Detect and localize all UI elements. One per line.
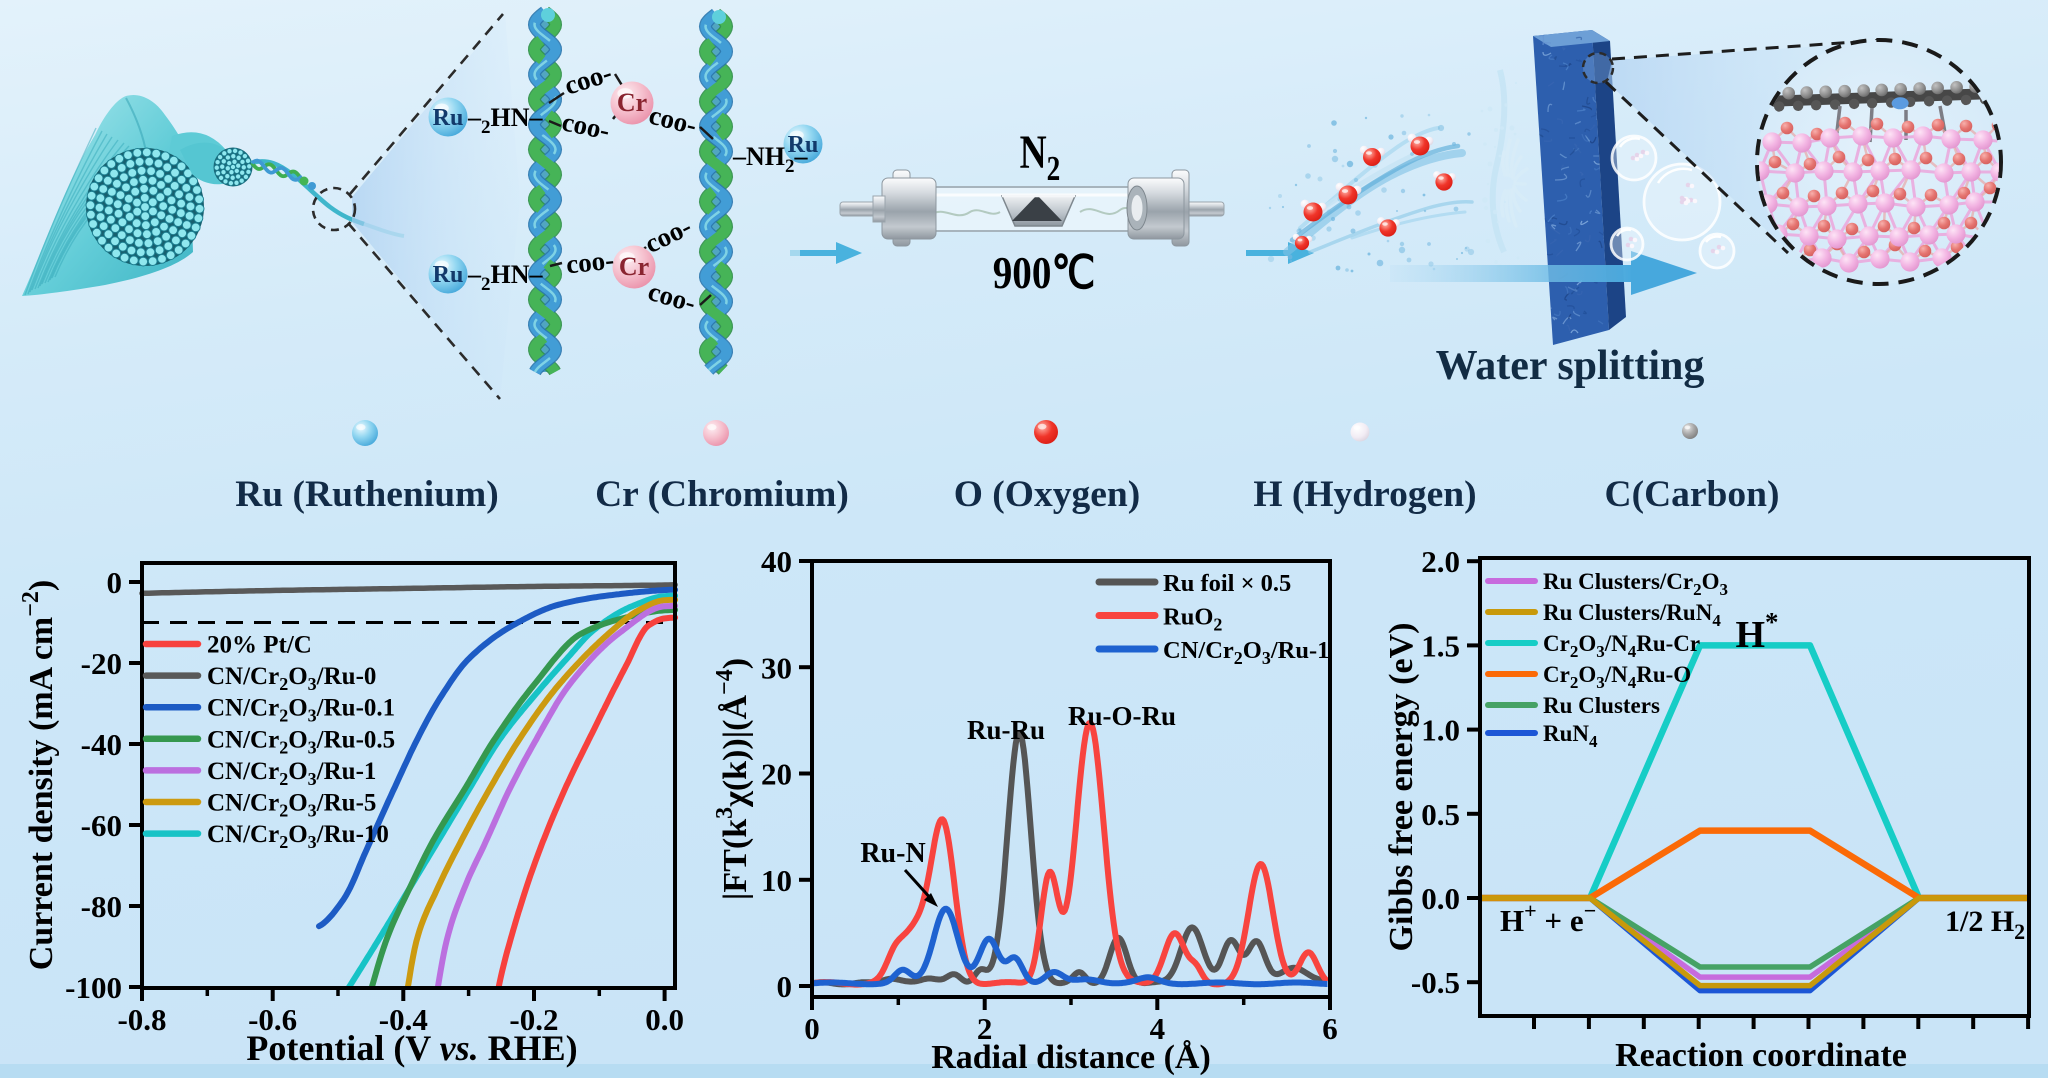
svg-text:–2HN–: –2HN– [467, 103, 544, 138]
svg-text:-0.6: -0.6 [248, 1002, 297, 1037]
svg-text:–2HN–: –2HN– [467, 260, 544, 295]
svg-text:0: 0 [777, 969, 793, 1004]
svg-text:-40: -40 [81, 727, 122, 762]
svg-text:-0.2: -0.2 [509, 1002, 558, 1037]
svg-text:Ru (Ruthenium): Ru (Ruthenium) [235, 474, 499, 515]
svg-text:CN/Cr2O3/Ru-1: CN/Cr2O3/Ru-1 [1163, 637, 1329, 668]
svg-text:CN/Cr2O3/Ru-0.1: CN/Cr2O3/Ru-0.1 [207, 695, 395, 726]
svg-text:Gibbs free energy (eV): Gibbs free energy (eV) [1383, 623, 1420, 952]
svg-text:|FT(k3χ(k))|(Å−4): |FT(k3χ(k))|(Å−4) [712, 658, 754, 900]
svg-text:-0.5: -0.5 [1411, 965, 1460, 1000]
svg-text:2: 2 [977, 1011, 993, 1046]
svg-text:Current density (mA cm−2): Current density (mA cm−2) [18, 580, 60, 971]
svg-text:20% Pt/C: 20% Pt/C [207, 632, 312, 659]
svg-text:–NH2–: –NH2– [732, 142, 809, 177]
svg-text:coo-: coo- [565, 245, 616, 280]
svg-text:Cr2O3/N4Ru-O: Cr2O3/N4Ru-O [1543, 662, 1691, 692]
svg-text:Ru Clusters/RuN4: Ru Clusters/RuN4 [1543, 600, 1721, 630]
svg-text:H*: H* [1735, 607, 1778, 656]
svg-text:Ru Clusters/Cr2O3: Ru Clusters/Cr2O3 [1543, 569, 1728, 599]
svg-text:2.0: 2.0 [1421, 544, 1460, 579]
svg-text:-0.8: -0.8 [117, 1002, 166, 1037]
svg-text:Radial distance (Å): Radial distance (Å) [931, 1039, 1211, 1076]
svg-text:40: 40 [761, 544, 792, 579]
svg-text:Cr: Cr [619, 252, 649, 281]
svg-text:1.0: 1.0 [1421, 713, 1460, 748]
svg-text:O (Oxygen): O (Oxygen) [954, 474, 1140, 515]
svg-text:Ru: Ru [433, 262, 464, 288]
svg-text:10: 10 [761, 863, 792, 898]
svg-text:1.5: 1.5 [1421, 628, 1460, 663]
svg-text:0.0: 0.0 [645, 1002, 684, 1037]
svg-text:CN/Cr2O3/Ru-0: CN/Cr2O3/Ru-0 [207, 663, 376, 694]
svg-text:CN/Cr2O3/Ru-0.5: CN/Cr2O3/Ru-0.5 [207, 726, 395, 757]
svg-text:4: 4 [1150, 1011, 1166, 1046]
svg-text:Ru foil × 0.5: Ru foil × 0.5 [1163, 570, 1291, 597]
svg-text:RuO2: RuO2 [1163, 604, 1222, 635]
svg-text:Water splitting: Water splitting [1436, 343, 1705, 389]
svg-text:CN/Cr2O3/Ru-1: CN/Cr2O3/Ru-1 [207, 758, 376, 789]
svg-text:Ru-N: Ru-N [860, 838, 925, 869]
svg-text:Potential (V vs. RHE): Potential (V vs. RHE) [246, 1028, 577, 1068]
svg-text:H (Hydrogen): H (Hydrogen) [1253, 474, 1476, 515]
svg-text:1/2 H2: 1/2 H2 [1945, 905, 2025, 944]
svg-text:6: 6 [1322, 1011, 1338, 1046]
svg-text:Cr2O3/N4Ru-Cr: Cr2O3/N4Ru-Cr [1543, 631, 1700, 661]
svg-text:CN/Cr2O3/Ru-10: CN/Cr2O3/Ru-10 [207, 821, 389, 852]
svg-text:Cr: Cr [617, 88, 647, 117]
svg-text:-60: -60 [81, 808, 122, 843]
svg-text:Ru-O-Ru: Ru-O-Ru [1068, 701, 1176, 731]
svg-text:0.5: 0.5 [1421, 797, 1460, 832]
svg-text:0: 0 [107, 565, 123, 600]
svg-text:20: 20 [761, 757, 792, 792]
svg-text:-0.4: -0.4 [379, 1002, 428, 1037]
svg-text:900℃: 900℃ [993, 248, 1096, 299]
svg-text:30: 30 [761, 650, 792, 685]
svg-text:N2: N2 [1020, 127, 1061, 188]
svg-text:CN/Cr2O3/Ru-5: CN/Cr2O3/Ru-5 [207, 790, 376, 821]
svg-text:Cr (Chromium): Cr (Chromium) [595, 474, 849, 515]
svg-text:H+ + e−: H+ + e− [1500, 898, 1596, 938]
svg-text:-100: -100 [65, 970, 122, 1005]
svg-text:Reaction coordinate: Reaction coordinate [1615, 1037, 1907, 1074]
svg-text:Ru: Ru [433, 105, 464, 131]
svg-text:0: 0 [804, 1011, 820, 1046]
svg-text:C(Carbon): C(Carbon) [1605, 474, 1780, 515]
svg-text:-20: -20 [81, 646, 122, 681]
svg-text:RuN4: RuN4 [1543, 721, 1598, 751]
svg-text:0.0: 0.0 [1421, 881, 1460, 916]
svg-text:Ru: Ru [788, 132, 819, 158]
svg-text:-80: -80 [81, 889, 122, 924]
svg-text:Ru-Ru: Ru-Ru [967, 715, 1045, 745]
svg-text:Ru Clusters: Ru Clusters [1543, 693, 1660, 718]
